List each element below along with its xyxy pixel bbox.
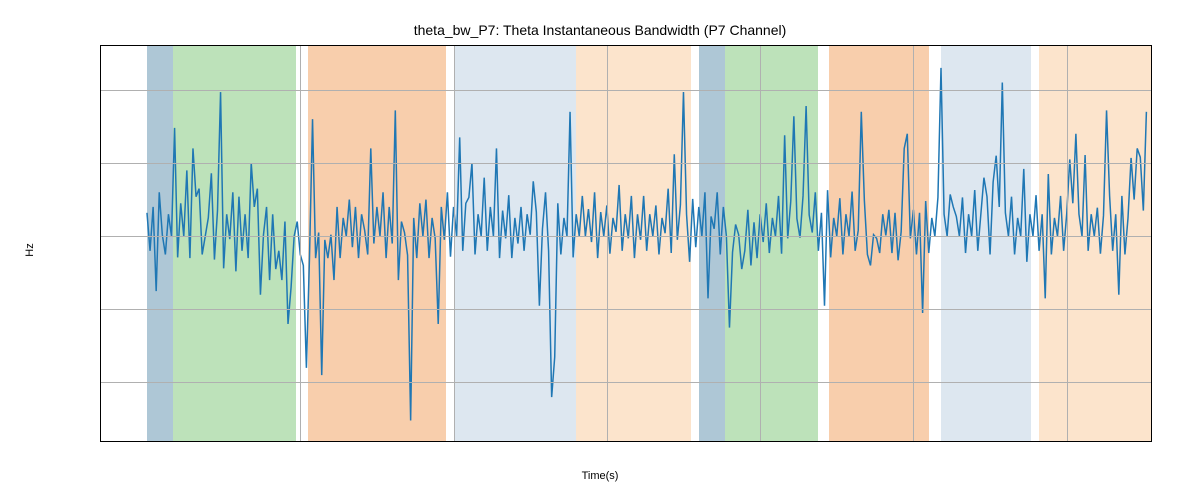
xtick-label: 1000 — [288, 441, 312, 442]
ytick-label: 1.5 — [100, 230, 101, 242]
gridline-vertical — [454, 46, 455, 441]
gridline-horizontal — [101, 163, 1151, 164]
gridline-vertical — [760, 46, 761, 441]
xtick-label: 6000 — [1054, 441, 1078, 442]
figure: theta_bw_P7: Theta Instantaneous Bandwid… — [0, 0, 1200, 500]
gridline-vertical — [607, 46, 608, 441]
gridline-horizontal — [101, 309, 1151, 310]
xtick-label: 3000 — [595, 441, 619, 442]
ytick-label: 1.4 — [100, 303, 101, 315]
y-axis-label: Hz — [24, 243, 36, 256]
xtick-label: 2000 — [441, 441, 465, 442]
data-line — [147, 68, 1146, 421]
xtick-label: 5000 — [901, 441, 925, 442]
gridline-horizontal — [101, 90, 1151, 91]
gridline-horizontal — [101, 236, 1151, 237]
gridline-vertical — [1067, 46, 1068, 441]
gridline-vertical — [913, 46, 914, 441]
gridline-vertical — [300, 46, 301, 441]
plot-area: 1.3 1.4 1.5 1.6 1.7 1000 2000 3000 4000 5000 6000 — [100, 45, 1152, 442]
ytick-label: 1.3 — [100, 376, 101, 388]
chart-title: theta_bw_P7: Theta Instantaneous Bandwid… — [0, 22, 1200, 38]
x-axis-label: Time(s) — [0, 470, 1200, 482]
xtick-label: 4000 — [748, 441, 772, 442]
ytick-label: 1.7 — [100, 84, 101, 96]
ytick-label: 1.6 — [100, 157, 101, 169]
gridline-horizontal — [101, 382, 1151, 383]
